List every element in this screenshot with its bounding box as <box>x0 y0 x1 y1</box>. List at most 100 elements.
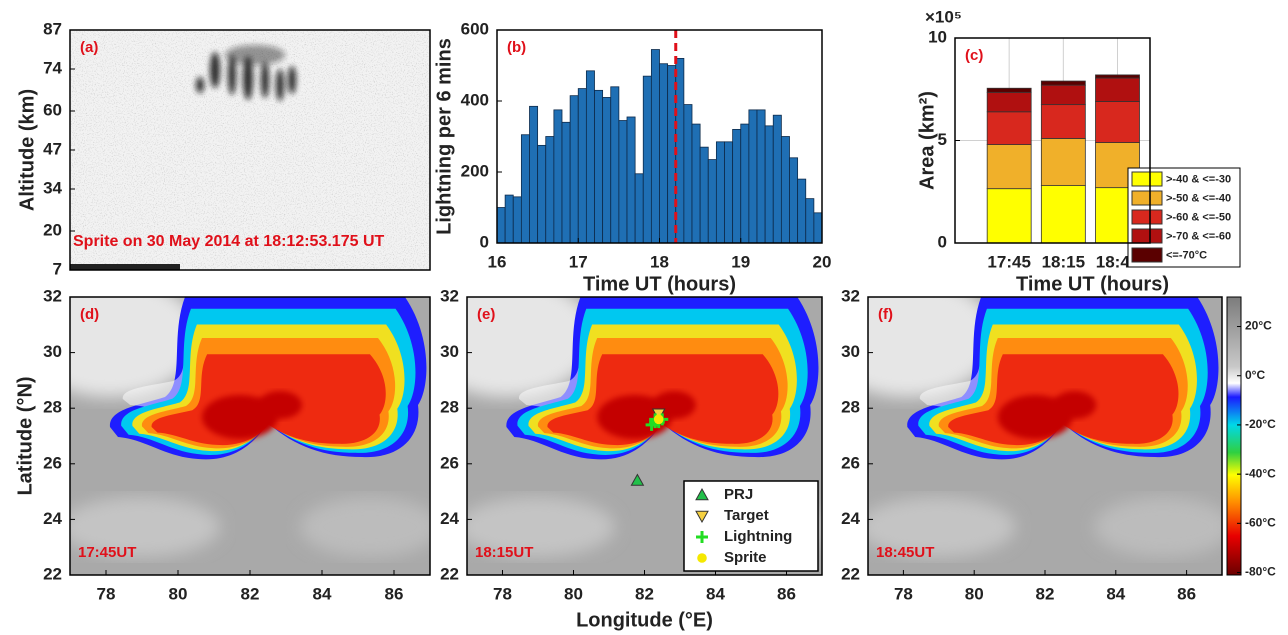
bar <box>520 134 530 244</box>
bar <box>594 89 604 244</box>
x-tick-label: 82 <box>1036 584 1055 603</box>
y-axis-label: Area (km²) <box>916 91 938 190</box>
x-tick-label: 17:45 <box>987 252 1030 271</box>
y-tick-label: 32 <box>440 286 459 305</box>
legend-swatch <box>1131 171 1163 187</box>
bar <box>618 120 628 244</box>
bar-segment <box>986 91 1032 113</box>
y-tick-label: 0 <box>480 232 489 251</box>
x-tick-label: 82 <box>241 584 260 603</box>
panel-label: (f) <box>878 306 893 323</box>
legend: >-40 & <=-30 >-50 & <=-40 >-60 & <=-50 >-70… <box>1127 167 1241 268</box>
bar-segment <box>1040 185 1086 244</box>
bar <box>553 109 563 244</box>
y-tick-label: 26 <box>440 453 459 472</box>
panel-label: (b) <box>507 39 526 56</box>
marker-triangle <box>630 473 645 486</box>
y-tick-label: 30 <box>440 342 459 361</box>
axis-exponent: ×10⁵ <box>925 7 962 26</box>
colorbar <box>1226 296 1242 576</box>
bar <box>512 196 522 244</box>
y-tick-label: 22 <box>841 564 860 583</box>
legend-marker <box>695 487 709 501</box>
y-tick-label: 20 <box>43 220 62 239</box>
x-axis-label: Time UT (hours) <box>1016 273 1169 295</box>
bar <box>585 70 595 244</box>
bar-segment <box>1040 80 1086 86</box>
legend-marker <box>696 531 708 543</box>
y-tick-label: 47 <box>43 139 62 158</box>
x-tick-label: 78 <box>97 584 116 603</box>
y-tick-label: 32 <box>43 286 62 305</box>
x-axis-label: Time UT (hours) <box>583 273 736 295</box>
y-tick-label: 22 <box>43 564 62 583</box>
y-tick-label: 74 <box>43 58 62 77</box>
x-axis-label: Longitude (°E) <box>576 609 713 631</box>
y-tick-label: 28 <box>440 398 459 417</box>
colorbar-tick-label: 0°C <box>1245 368 1265 382</box>
y-tick-label: 600 <box>461 19 489 38</box>
bar <box>789 157 799 244</box>
x-tick-label: 18 <box>650 252 669 271</box>
x-tick-label: 82 <box>635 584 654 603</box>
bar-segment <box>1040 84 1086 106</box>
y-tick-label: 7 <box>53 259 62 278</box>
legend-marker <box>695 510 709 524</box>
y-tick-label: 30 <box>43 342 62 361</box>
panel-label: (a) <box>80 39 98 56</box>
time-label: 18:45UT <box>876 544 934 561</box>
y-tick-label: 30 <box>841 342 860 361</box>
legend-label: >-70 & <=-60 <box>1166 230 1231 242</box>
colorbar-tick-label: -60°C <box>1245 516 1276 530</box>
x-tick-label: 84 <box>706 584 725 603</box>
legend-swatch <box>1131 228 1163 244</box>
x-tick-label: 86 <box>777 584 796 603</box>
x-tick-label: 19 <box>731 252 750 271</box>
bar <box>699 146 709 244</box>
x-tick-label: 18:15 <box>1042 252 1085 271</box>
x-tick-label: 84 <box>1106 584 1125 603</box>
x-tick-label: 78 <box>493 584 512 603</box>
time-label: 18:15UT <box>475 544 533 561</box>
panel-label: (e) <box>477 306 495 323</box>
legend-label: >-50 & <=-40 <box>1166 192 1231 204</box>
bar <box>529 105 539 244</box>
bar-segment <box>1040 138 1086 186</box>
bar <box>780 136 790 244</box>
bar <box>748 109 758 244</box>
y-tick-label: 10 <box>928 27 947 46</box>
x-tick-label: 16 <box>488 252 507 271</box>
bar-segment <box>986 111 1032 146</box>
bar <box>577 88 587 244</box>
x-tick-label: 20 <box>813 252 832 271</box>
panel-label: (d) <box>80 306 99 323</box>
bar <box>561 121 571 244</box>
colorbar-tick-label: -40°C <box>1245 466 1276 480</box>
bar <box>797 178 807 244</box>
bar <box>537 144 547 244</box>
bar <box>772 114 782 244</box>
legend-label: Sprite <box>724 549 767 566</box>
bar <box>724 141 734 244</box>
y-tick-label: 87 <box>43 19 62 38</box>
bar <box>732 128 742 244</box>
y-axis-label: Latitude (°N) <box>14 376 36 495</box>
sprite-image <box>70 30 430 270</box>
y-axis-label: Altitude (km) <box>16 89 38 211</box>
bar <box>642 75 652 244</box>
y-tick-label: 0 <box>938 232 947 251</box>
bar <box>626 116 636 244</box>
bar <box>805 198 815 244</box>
y-tick-label: 32 <box>841 286 860 305</box>
y-tick-label: 28 <box>841 398 860 417</box>
bar-segment <box>986 188 1032 244</box>
legend-swatch <box>1131 247 1163 263</box>
bar <box>707 159 717 244</box>
y-tick-label: 26 <box>841 453 860 472</box>
bar <box>740 123 750 244</box>
bar <box>610 86 620 244</box>
y-tick-label: 24 <box>440 509 459 528</box>
y-tick-label: 5 <box>938 130 947 149</box>
x-tick-label: 84 <box>313 584 332 603</box>
x-tick-label: 80 <box>564 584 583 603</box>
